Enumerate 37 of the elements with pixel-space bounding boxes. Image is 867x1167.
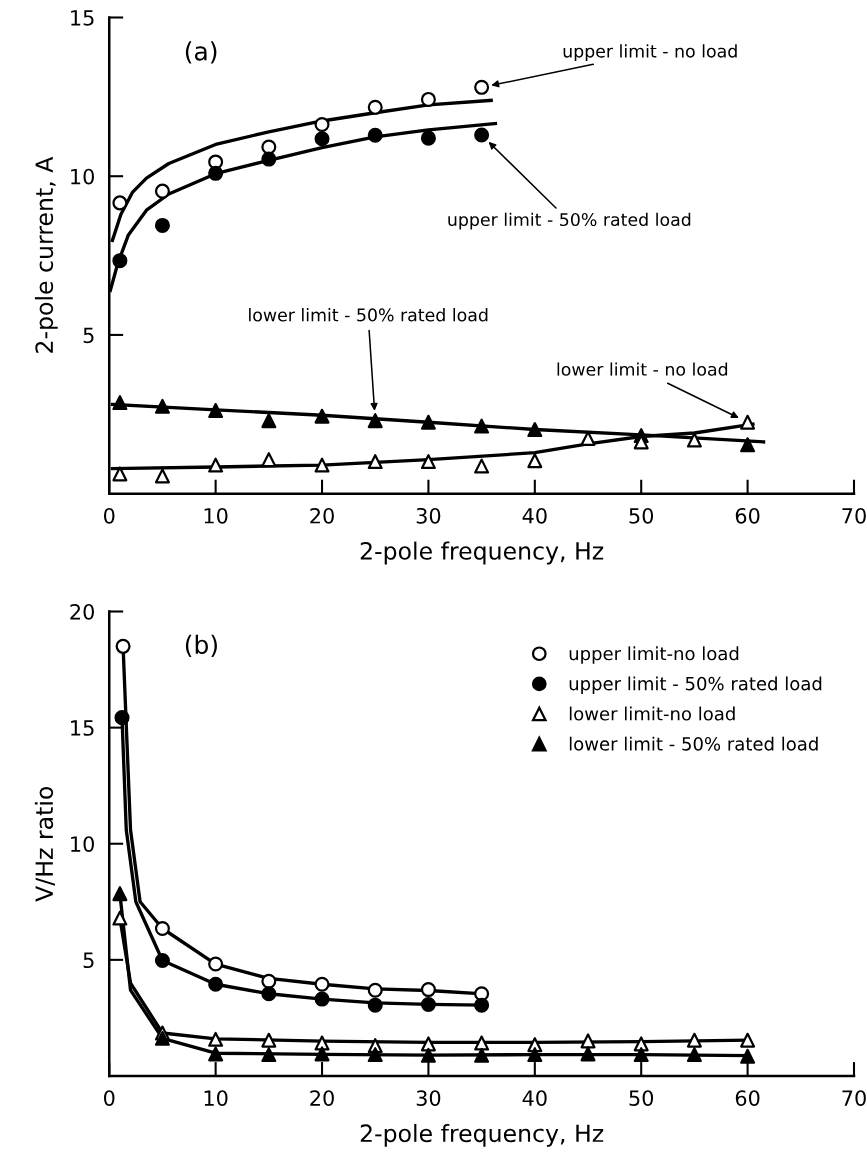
text: lower limit - 50% rated load <box>249 308 488 322</box>
x-tick-label: 10 <box>204 1090 228 1106</box>
legend-label: upper limit - 50% rated load <box>569 676 822 694</box>
y-axis-title: V/Hz ratio <box>34 786 56 902</box>
x-tick-label: 20 <box>310 1090 334 1106</box>
y-tick-label: 10 <box>71 836 94 852</box>
annotation: (b) <box>185 634 217 658</box>
text: upper limit - no load <box>563 44 737 62</box>
x-tick-label: 30 <box>416 1090 441 1106</box>
y-tick-label: 5 <box>83 952 94 969</box>
x-tick-label: 40 <box>522 1090 547 1106</box>
x-tick-label: 60 <box>735 1090 760 1106</box>
x-tick-label: 20 <box>310 507 334 524</box>
y-tick-label: 20 <box>70 603 94 620</box>
x-axis-title: 2-pole frequency, Hz <box>360 1123 604 1147</box>
x-tick-label: 60 <box>735 507 760 524</box>
y-tick-label: 15 <box>71 720 94 736</box>
x-tick-label: 10 <box>204 507 228 524</box>
x-tick-label: 50 <box>629 1090 654 1106</box>
x-axis-title: 2-pole frequency, Hz <box>360 541 604 565</box>
x-tick-label: 30 <box>416 507 441 524</box>
y-tick-label: 10 <box>71 168 94 185</box>
legend-label: upper limit-no load <box>569 646 739 664</box>
x-tick-label: 70 <box>842 507 866 524</box>
y-axis-title: 2-pole current, A <box>34 156 58 353</box>
legend-label: lower limit-no load <box>569 706 735 721</box>
x-tick-label: 40 <box>522 507 547 524</box>
text: upper limit - 50% rated load <box>448 212 691 230</box>
annotation: (a) <box>185 41 217 64</box>
text: lower limit - no load <box>557 362 728 376</box>
legend-label: lower limit - 50% rated load <box>569 736 818 751</box>
y-tick-label: 15 <box>71 10 94 26</box>
x-tick-label: 70 <box>842 1090 866 1106</box>
x-tick-label: 50 <box>629 507 654 524</box>
x-tick-label: 0 <box>103 1090 115 1106</box>
x-tick-label: 0 <box>103 507 115 524</box>
y-tick-label: 5 <box>83 327 94 344</box>
